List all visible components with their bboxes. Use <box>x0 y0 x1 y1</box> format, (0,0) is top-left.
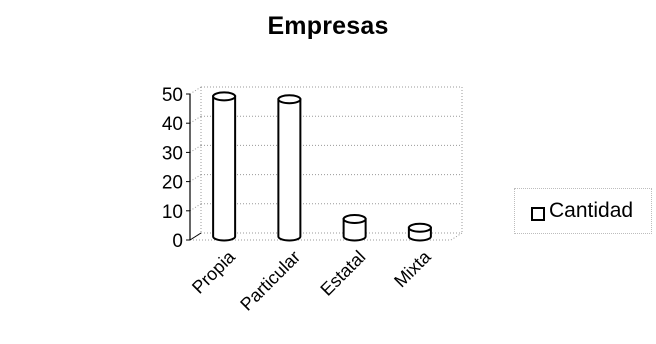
category-label-particular: Particular <box>236 247 304 315</box>
bar-mixta <box>407 222 432 242</box>
y-tick-labels: 0 10 20 30 40 50 <box>162 85 183 252</box>
gridline-diag-30 <box>189 144 202 153</box>
y-tick-label-10: 10 <box>162 202 183 223</box>
category-label-estatal: Estatal <box>316 247 369 300</box>
bars <box>212 91 432 242</box>
category-label-propia: Propia <box>188 246 240 298</box>
y-tick-label-20: 20 <box>162 173 183 194</box>
bar-body-estatal <box>342 217 367 242</box>
y-tick-label-0: 0 <box>172 231 183 252</box>
y-tick-label-40: 40 <box>162 114 183 135</box>
bar-body-particular <box>277 98 302 242</box>
legend-label: Cantidad <box>549 199 634 222</box>
gridline-diag-20 <box>189 174 202 183</box>
bar-cap-propia <box>212 91 237 102</box>
gridline-diag-10 <box>189 203 202 212</box>
bar-estatal <box>342 213 367 242</box>
bar-body-propia <box>212 95 237 242</box>
gridline-diag-40 <box>189 115 202 124</box>
floor-left-edge <box>189 232 202 241</box>
legend: Cantidad <box>514 188 652 234</box>
y-tick-label-30: 30 <box>162 143 183 164</box>
chart-title: Empresas <box>267 12 389 40</box>
y-tick-label-50: 50 <box>162 85 183 106</box>
floor-right <box>450 232 463 241</box>
bar-particular <box>277 94 302 242</box>
bar-propia <box>212 91 237 242</box>
bar-cap-particular <box>277 94 302 105</box>
axes <box>186 93 202 241</box>
gridline-diag-50 <box>189 86 202 95</box>
bar-cap-mixta <box>407 222 432 233</box>
legend-swatch <box>531 207 545 221</box>
bar-cap-estatal <box>342 213 367 224</box>
category-label-mixta: Mixta <box>390 246 435 291</box>
